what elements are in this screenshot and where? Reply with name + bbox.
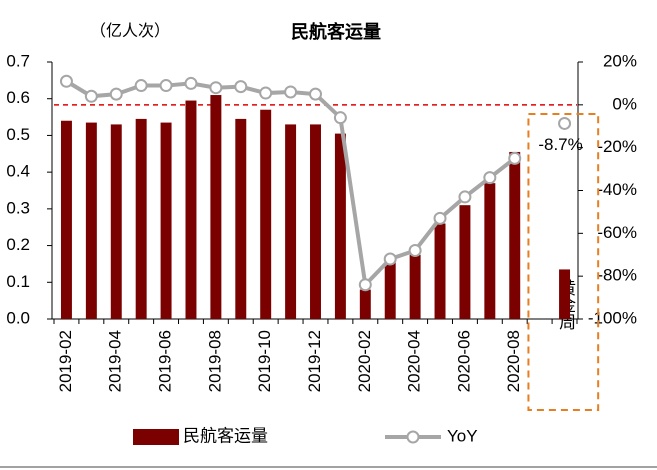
bar (285, 124, 297, 320)
y2-tick-label: -80% (597, 266, 637, 285)
line-point (109, 87, 123, 101)
bar (434, 223, 446, 319)
y-tick-label: 0.5 (6, 125, 30, 144)
bar (409, 254, 421, 319)
line-point (383, 252, 397, 266)
line-point (234, 80, 248, 94)
line-point (408, 243, 422, 257)
bar (559, 269, 571, 319)
line-point (59, 74, 73, 88)
bar (60, 120, 72, 319)
line-point (309, 87, 322, 101)
legend-label: 民航客运量 (183, 426, 268, 445)
value-label: -8.7% (538, 135, 582, 154)
line-point (259, 86, 273, 100)
x-tick-label: 2019-04 (106, 330, 125, 392)
legend-label: YoY (447, 426, 478, 445)
line-point (284, 85, 298, 99)
x-tick-label: 2019-08 (205, 330, 224, 392)
y-axis-label: （亿人次） (90, 22, 170, 40)
chart-title: 民航客运量 (291, 21, 381, 42)
legend-swatch-marker (406, 430, 420, 444)
line-point (358, 278, 372, 292)
line-point (458, 190, 472, 204)
line-point (483, 171, 497, 185)
y2-tick-label: 20% (603, 51, 637, 70)
bar (135, 118, 147, 320)
y-tick-label: 0.6 (6, 88, 30, 107)
legend-swatch (133, 429, 179, 445)
y2-tick-label: -20% (597, 137, 637, 156)
y2-tick-label: -60% (597, 223, 637, 242)
line-point (184, 76, 198, 90)
y-tick-label: 0.3 (6, 198, 30, 217)
line-point (508, 151, 522, 165)
x-tick-label: 2020-04 (405, 330, 424, 392)
line-point (134, 79, 148, 93)
bar (235, 118, 247, 320)
bar (110, 124, 122, 320)
x-tick-label: 2020-06 (454, 330, 473, 392)
x-tick-label: 2020-02 (355, 330, 374, 392)
x-tick-label: 2019-10 (255, 330, 274, 392)
bar (85, 122, 97, 319)
y-tick-label: 0.2 (6, 235, 30, 254)
line-point (84, 89, 98, 103)
bar (310, 124, 321, 320)
y-tick-label: 0.0 (6, 308, 30, 327)
y-tick-label: 0.1 (6, 272, 30, 291)
x-tick-label: 2020-08 (504, 330, 523, 392)
x-tick-label: 2019-06 (156, 330, 175, 392)
y2-tick-label: -100% (588, 308, 637, 327)
bar (210, 95, 222, 320)
y2-tick-label: 0% (612, 94, 637, 113)
bar (484, 183, 496, 319)
y-tick-label: 0.7 (6, 51, 30, 70)
bar (260, 109, 272, 319)
y-tick-label: 0.4 (6, 162, 30, 181)
bar (459, 205, 471, 319)
line-point (209, 81, 223, 95)
bar (359, 289, 371, 319)
line-point (558, 116, 572, 130)
line-point (159, 79, 173, 93)
line-point (333, 111, 347, 125)
x-tick-label: 2019-02 (56, 330, 75, 392)
bar (384, 262, 396, 319)
y2-tick-label: -40% (597, 180, 637, 199)
bar (160, 122, 172, 319)
highlight-box (527, 113, 600, 411)
bar (185, 100, 197, 319)
bar (509, 151, 521, 319)
x-tick-label: 2019-12 (305, 330, 324, 392)
bar (334, 133, 346, 319)
line-point (433, 211, 447, 225)
